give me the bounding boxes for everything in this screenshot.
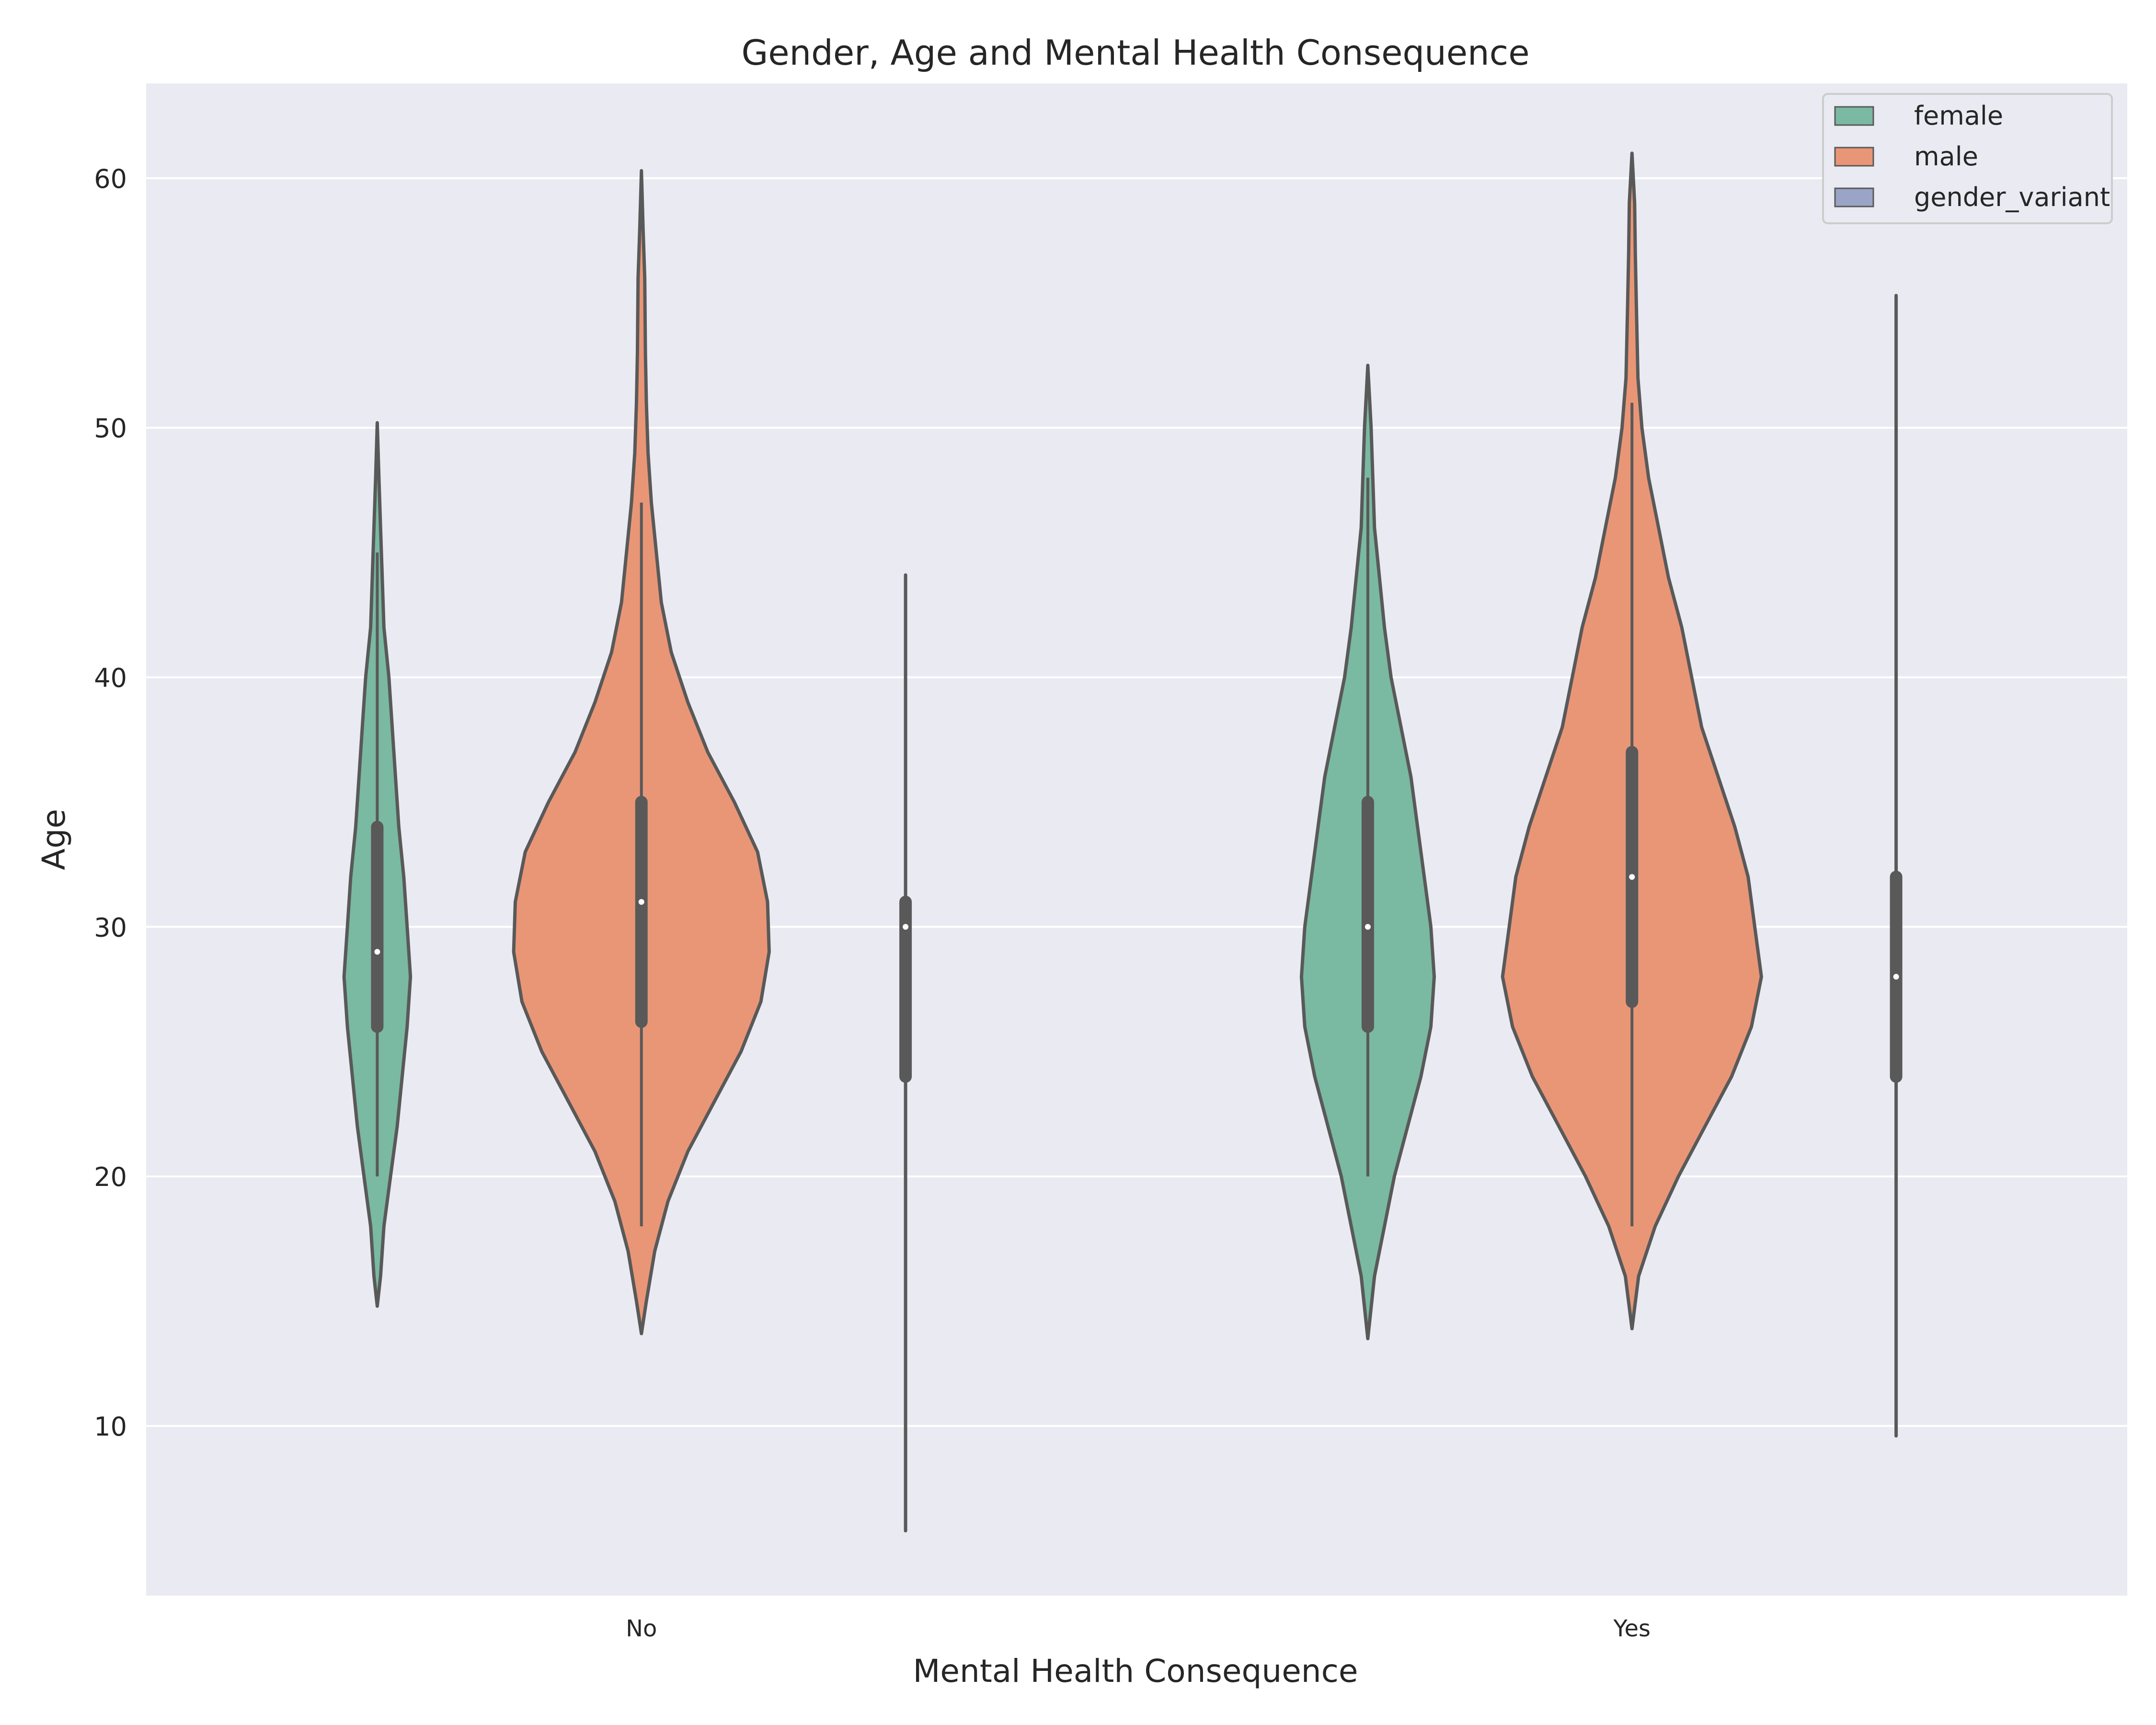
median-marker-female-no xyxy=(374,949,380,955)
violin-male-yes xyxy=(1501,151,1763,1331)
x-tick-labels: No Yes xyxy=(626,1615,1651,1642)
plot-background xyxy=(146,83,2127,1596)
median-marker-male-yes xyxy=(1629,874,1635,880)
violin-female-yes xyxy=(1299,364,1436,1341)
legend-entry-male: male xyxy=(1834,141,1978,172)
y-tick-label-30: 30 xyxy=(94,912,127,943)
median-marker-female-yes xyxy=(1365,924,1371,930)
legend-label-male: male xyxy=(1914,141,1978,172)
chart-title: Gender, Age and Mental Health Consequenc… xyxy=(741,33,1529,73)
legend-swatch-male xyxy=(1834,147,1874,167)
legend-entry-female: female xyxy=(1834,101,2003,131)
x-tick-label-yes: Yes xyxy=(1613,1615,1651,1642)
violins xyxy=(342,151,1903,1533)
legend-label-gender-variant: gender_variant xyxy=(1914,182,2110,212)
median-marker-male-no xyxy=(638,899,644,905)
legend-swatch-gender-variant xyxy=(1834,187,1874,207)
violin-female-no xyxy=(342,421,413,1308)
x-axis-label: Mental Health Consequence xyxy=(913,1653,1358,1690)
median-marker-gender-variant-no xyxy=(903,924,909,930)
legend: female male gender_variant xyxy=(1822,93,2113,224)
median-marker-gender-variant-yes xyxy=(1893,974,1899,980)
grid-lines xyxy=(146,177,2127,1427)
violin-gender-variant-no xyxy=(899,573,912,1533)
y-tick-label-60: 60 xyxy=(94,164,127,194)
legend-box xyxy=(1822,93,2113,224)
violin-male-no xyxy=(512,169,771,1335)
y-tick-label-50: 50 xyxy=(94,414,127,444)
legend-label-female: female xyxy=(1914,101,2003,131)
y-tick-labels: 10 20 30 40 50 60 xyxy=(94,164,127,1442)
x-tick-label-no: No xyxy=(626,1615,657,1642)
legend-swatch-female xyxy=(1834,106,1874,126)
y-tick-label-40: 40 xyxy=(94,663,127,693)
y-axis-label: Age xyxy=(35,809,72,870)
y-tick-label-10: 10 xyxy=(94,1412,127,1442)
violin-gender-variant-yes xyxy=(1890,294,1903,1438)
legend-entry-gender-variant: gender_variant xyxy=(1834,182,2110,212)
y-tick-label-20: 20 xyxy=(94,1162,127,1192)
